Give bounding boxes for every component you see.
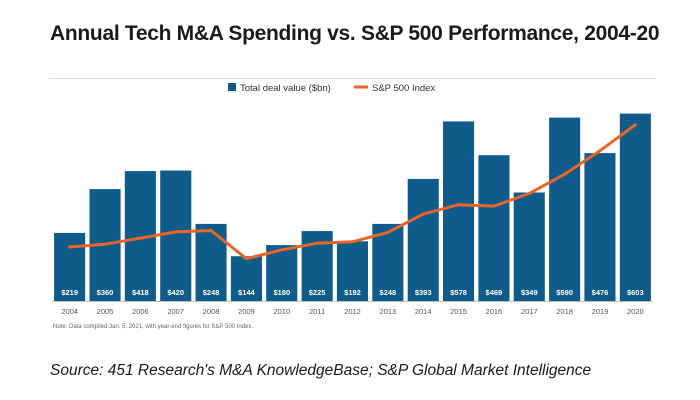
x-tick-2014: 2014	[415, 307, 432, 316]
x-tick-2011: 2011	[309, 307, 325, 316]
bar-label-2004: $219	[61, 288, 78, 297]
bar-label-2011: $225	[309, 288, 326, 297]
bar-label-2009: $144	[238, 288, 256, 297]
bar-label-2020: $603	[627, 288, 644, 297]
bar-label-2014: $393	[415, 288, 432, 297]
bar-2012	[336, 241, 368, 301]
x-tick-2006: 2006	[132, 307, 149, 316]
x-tick-2008: 2008	[203, 307, 220, 316]
bar-label-2019: $476	[592, 288, 609, 297]
x-tick-2015: 2015	[450, 307, 467, 316]
x-tick-2016: 2016	[486, 307, 503, 316]
chart-svg: Total deal value ($bn) S&P 500 Index $219 2…	[52, 83, 653, 330]
x-tick-2018: 2018	[556, 307, 573, 316]
bar-label-2005: $360	[97, 288, 114, 297]
bar-2010	[266, 245, 298, 301]
x-tick-2013: 2013	[380, 307, 397, 316]
bar-label-2016: $469	[486, 288, 503, 297]
bar-2018	[549, 117, 581, 301]
x-tick-2020: 2020	[627, 307, 644, 316]
bar-2016	[478, 155, 510, 301]
x-tick-2007: 2007	[167, 307, 184, 316]
bar-label-2008: $248	[203, 288, 220, 297]
bar-2019	[584, 153, 616, 301]
x-tick-2010: 2010	[273, 307, 290, 316]
bar-2009	[230, 256, 262, 301]
bar-label-2006: $418	[132, 288, 149, 297]
x-tick-2012: 2012	[344, 307, 361, 316]
chart-area: Total deal value ($bn) S&P 500 Index $219 2…	[50, 78, 655, 337]
bar-label-2010: $180	[273, 288, 290, 297]
bar-2014	[407, 178, 439, 301]
bar-2020	[619, 113, 651, 301]
bar-label-2007: $420	[167, 288, 184, 297]
chart-title: Annual Tech M&A Spending vs. S&P 500 Per…	[50, 22, 660, 45]
bar-label-2018: $590	[556, 288, 573, 297]
bar-2007	[160, 170, 192, 301]
legend-label-line: S&P 500 Index	[372, 83, 435, 94]
bar-2017	[513, 192, 545, 301]
bar-label-2013: $248	[380, 288, 397, 297]
bar-2013	[372, 223, 404, 301]
sp500-line	[68, 123, 637, 261]
x-tick-2019: 2019	[592, 307, 609, 316]
legend-label-bars: Total deal value ($bn)	[240, 83, 331, 94]
chart-note: Note: Data compiled Jan. 5, 2021, with y…	[53, 324, 253, 330]
bar-2015	[443, 121, 475, 302]
bar-2008	[195, 223, 227, 301]
x-tick-2009: 2009	[238, 307, 255, 316]
x-tick-2005: 2005	[97, 307, 114, 316]
x-tick-2004: 2004	[61, 307, 78, 316]
bar-label-2015: $578	[450, 288, 467, 297]
source-note: Source: 451 Research's M&A KnowledgeBase…	[50, 362, 592, 379]
legend-swatch-bars	[228, 83, 236, 91]
bar-label-2017: $349	[521, 288, 538, 297]
x-tick-2017: 2017	[521, 307, 538, 316]
bar-2004	[54, 232, 86, 301]
bar-label-2012: $192	[344, 288, 361, 297]
